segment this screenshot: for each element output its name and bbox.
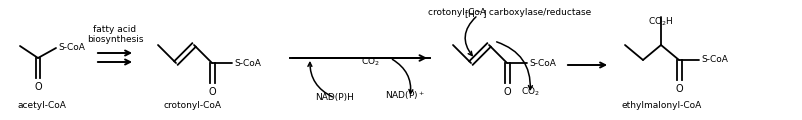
Text: fatty acid
biosynthesis: fatty acid biosynthesis	[87, 25, 144, 44]
Text: S-CoA: S-CoA	[529, 59, 556, 67]
Text: S-CoA: S-CoA	[701, 55, 728, 65]
Text: O: O	[503, 87, 511, 97]
Text: O: O	[675, 84, 683, 94]
Text: NAD(P)H: NAD(P)H	[315, 93, 354, 102]
Text: ethylmalonyl-CoA: ethylmalonyl-CoA	[622, 101, 702, 110]
Text: CO$_2$: CO$_2$	[361, 55, 379, 68]
Text: crotonyl-CoA carboxylase/reductase: crotonyl-CoA carboxylase/reductase	[428, 8, 592, 17]
Text: O: O	[209, 87, 216, 97]
Text: O: O	[34, 82, 42, 92]
Text: [H$^-$]: [H$^-$]	[464, 8, 487, 20]
Text: NAD(P)$^+$: NAD(P)$^+$	[385, 89, 425, 102]
Text: S-CoA: S-CoA	[234, 59, 261, 67]
Text: CO$_2$: CO$_2$	[520, 85, 540, 98]
Text: crotonyl-CoA: crotonyl-CoA	[164, 101, 222, 110]
Text: S-CoA: S-CoA	[58, 44, 85, 53]
Text: acetyl-CoA: acetyl-CoA	[18, 101, 67, 110]
Text: CO$_2$H: CO$_2$H	[648, 15, 674, 27]
